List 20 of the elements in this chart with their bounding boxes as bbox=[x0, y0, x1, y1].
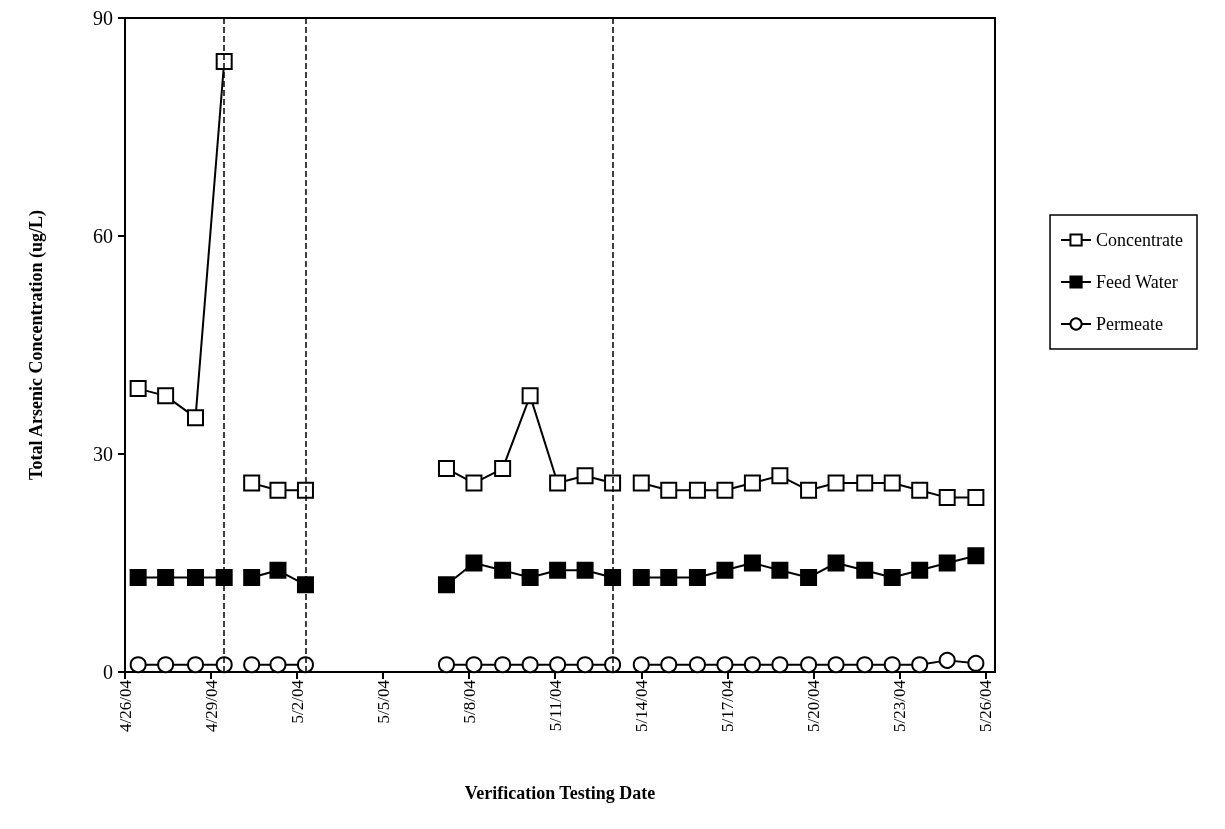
y-axis-title: Total Arsenic Concentration (ug/L) bbox=[26, 210, 47, 480]
x-tick-label: 5/20/04 bbox=[803, 679, 823, 732]
y-tick-label: 90 bbox=[93, 7, 113, 29]
legend-label: Feed Water bbox=[1096, 272, 1178, 292]
y-tick-label: 30 bbox=[93, 443, 113, 465]
y-tick-label: 0 bbox=[103, 661, 113, 683]
legend-label: Permeate bbox=[1096, 314, 1164, 334]
x-tick-label: 5/14/04 bbox=[631, 679, 651, 732]
legend-label: Concentrate bbox=[1096, 230, 1184, 250]
x-tick-label: 5/23/04 bbox=[889, 679, 909, 732]
x-tick-label: 5/2/04 bbox=[287, 679, 307, 724]
y-tick-label: 60 bbox=[93, 225, 113, 247]
x-tick-label: 5/26/04 bbox=[975, 679, 995, 732]
x-tick-label: 5/5/04 bbox=[373, 679, 393, 724]
x-tick-label: 4/26/04 bbox=[115, 679, 135, 732]
x-tick-label: 5/11/04 bbox=[545, 679, 565, 732]
x-axis-title: Verification Testing Date bbox=[464, 783, 656, 803]
x-tick-label: 5/8/04 bbox=[459, 679, 479, 724]
x-tick-label: 5/17/04 bbox=[717, 679, 737, 732]
x-tick-label: 4/29/04 bbox=[201, 679, 221, 732]
